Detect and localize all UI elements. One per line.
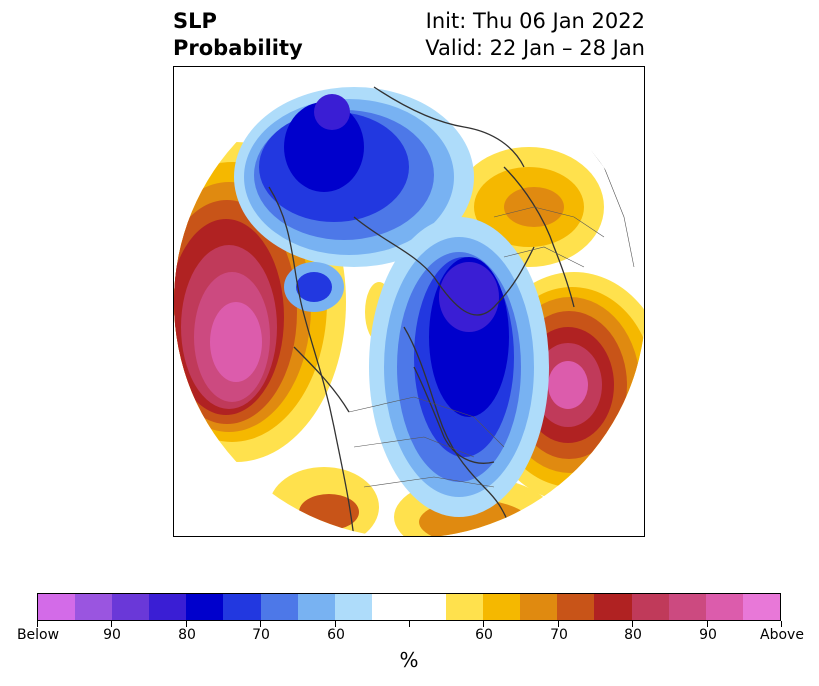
colorbar-segment [557, 594, 595, 620]
colorbar-tick [37, 621, 38, 627]
colorbar-segment [223, 594, 261, 620]
map-panel [173, 66, 645, 537]
title-product: Probability [173, 36, 303, 60]
colorbar-segment [75, 594, 113, 620]
colorbar-segment [631, 594, 669, 620]
colorbar-tick-label: 60 [475, 627, 493, 643]
colorbar-segment [742, 594, 780, 620]
colorbar-segment [668, 594, 706, 620]
colorbar-segment [297, 594, 335, 620]
probability-map [174, 67, 644, 536]
colorbar-segment [186, 594, 224, 620]
colorbar-tick-label: 80 [178, 627, 196, 643]
title-variable: SLP [173, 9, 217, 33]
valid-range: Valid: 22 Jan – 28 Jan [425, 36, 645, 60]
title-left: SLP Probability [173, 8, 303, 62]
colorbar-tick [260, 621, 261, 627]
colorbar-tick [781, 621, 782, 627]
siberia-low-anomaly [234, 87, 474, 267]
colorbar-tick-label: 70 [550, 627, 568, 643]
colorbar-tick-label: 70 [252, 627, 270, 643]
colorbar-tick [409, 621, 410, 627]
canada-low-anomaly [369, 217, 549, 517]
colorbar-segment [520, 594, 558, 620]
colorbar [37, 593, 781, 621]
colorbar-segment [371, 594, 409, 620]
colorbar-segment [38, 594, 76, 620]
title-right: Init: Thu 06 Jan 2022 Valid: 22 Jan – 28… [425, 8, 645, 62]
colorbar-tick-label: Below [16, 627, 60, 643]
colorbar-tick [707, 621, 708, 627]
colorbar-segment [334, 594, 372, 620]
colorbar-segment [594, 594, 632, 620]
colorbar-segment [112, 594, 150, 620]
colorbar-tick-label: 60 [327, 627, 345, 643]
colorbar-tick-label: 80 [624, 627, 642, 643]
colorbar-segment [149, 594, 187, 620]
colorbar-unit: % [399, 648, 419, 672]
colorbar-tick [632, 621, 633, 627]
colorbar-tick [186, 621, 187, 627]
colorbar-segment [446, 594, 484, 620]
colorbar-tick-label: 90 [103, 627, 121, 643]
colorbar-segment [408, 594, 447, 620]
colorbar-segment [260, 594, 298, 620]
init-date: Init: Thu 06 Jan 2022 [425, 9, 645, 33]
colorbar-tick-label: Above [760, 627, 804, 643]
colorbar-tick [335, 621, 336, 627]
colorbar-tick [558, 621, 559, 627]
colorbar-tick [483, 621, 484, 627]
colorbar-segment [483, 594, 521, 620]
colorbar-tick [111, 621, 112, 627]
colorbar-segment [705, 594, 743, 620]
colorbar-tick-label: 90 [699, 627, 717, 643]
